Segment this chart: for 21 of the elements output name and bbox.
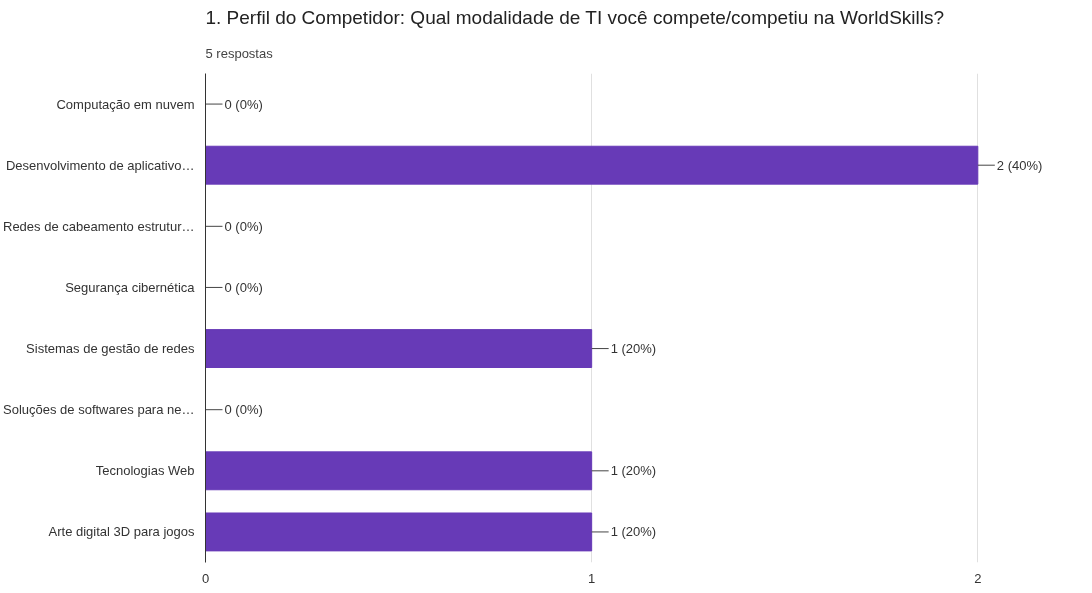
data-label: 1 (20%): [610, 524, 657, 540]
y-tick-label: Segurança cibernética: [65, 279, 196, 295]
y-tick-label: Desenvolvimento de aplicativo…: [5, 157, 195, 173]
x-tick-label: 0: [201, 570, 210, 586]
chart-subtitle: 5 respostas: [205, 46, 274, 61]
y-tick-label: Computação em nuvem: [56, 96, 195, 112]
data-label: 1 (20%): [610, 463, 657, 479]
chart-title: 1. Perfil do Competidor: Qual modalidade de TI você compete/competiu na WorldSkills?: [205, 6, 945, 28]
y-tick-label: Soluções de softwares para ne…: [3, 402, 195, 418]
data-label: 0 (0%): [224, 96, 263, 112]
data-label: 2 (40%): [996, 157, 1043, 173]
x-tick-label: 2: [974, 570, 982, 586]
y-tick-label: Sistemas de gestão de redes: [26, 341, 195, 357]
y-tick-label: Arte digital 3D para jogos: [48, 524, 195, 540]
data-label: 1 (20%): [610, 341, 657, 357]
data-label: 0 (0%): [224, 218, 263, 234]
y-tick-label: Redes de cabeamento estrutur…: [3, 218, 195, 234]
data-label: 0 (0%): [224, 279, 263, 295]
y-tick-label: Tecnologias Web: [95, 463, 195, 479]
data-label: 0 (0%): [224, 402, 263, 418]
x-tick-label: 1: [588, 570, 596, 586]
